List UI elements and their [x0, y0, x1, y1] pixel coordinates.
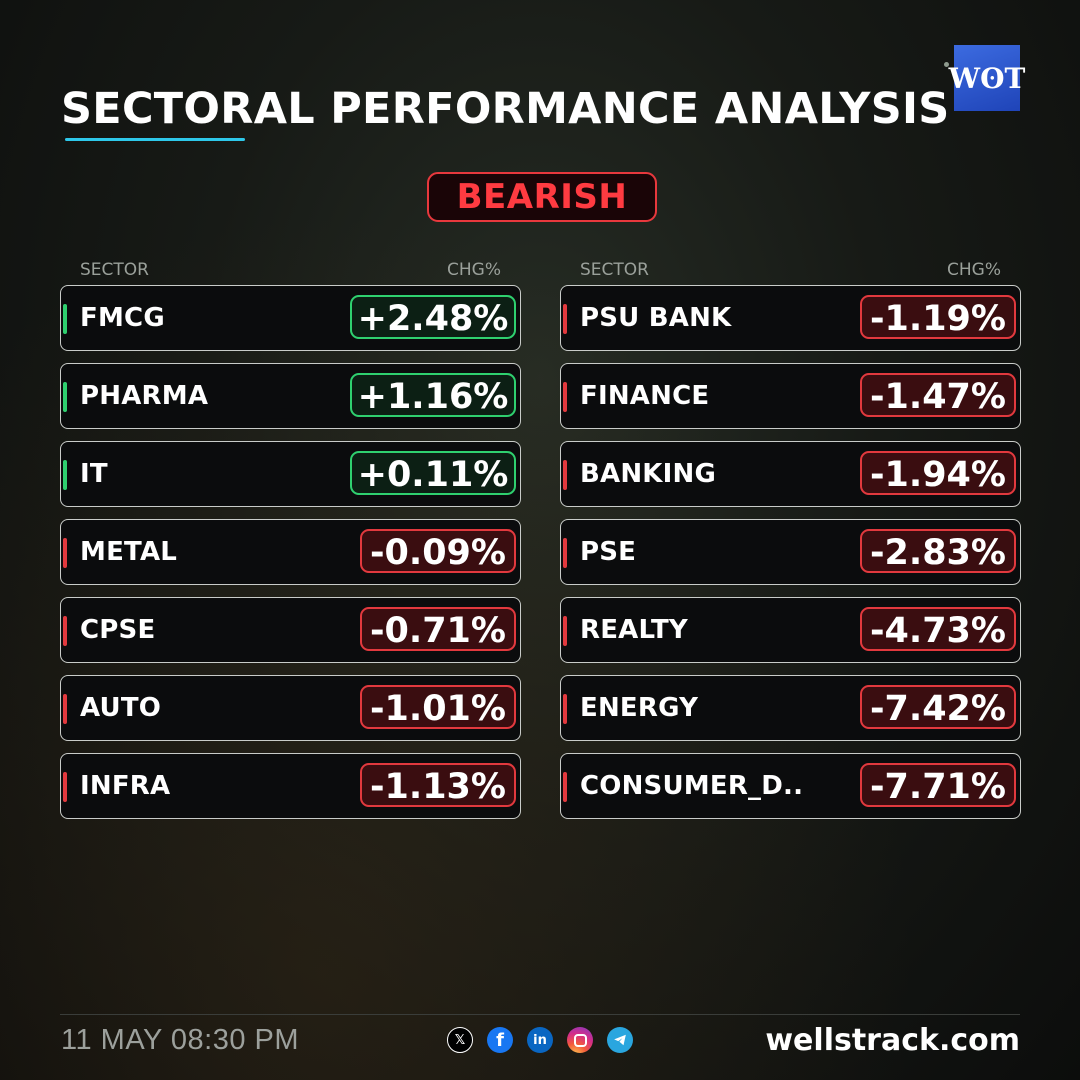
report-datetime: 11 MAY 08:30 PM — [61, 1024, 300, 1056]
trend-indicator-bar — [63, 304, 67, 334]
sector-name: REALTY — [580, 615, 688, 645]
sector-name: FMCG — [80, 303, 165, 333]
sector-change-badge: -1.19% — [860, 295, 1016, 339]
instagram-icon[interactable] — [567, 1027, 593, 1053]
social-links: 𝕏 f in — [447, 1027, 633, 1053]
sector-row: PSE -2.83% — [560, 519, 1021, 585]
right-sector-list: PSU BANK -1.19% FINANCE -1.47% BANKING -1.94%… — [560, 285, 1021, 819]
sector-name: ENERGY — [580, 693, 699, 723]
change-header-label: CHG% — [947, 260, 1001, 280]
page-title: SECTORAL PERFORMANCE ANALYSIS — [61, 84, 950, 134]
sector-row: CPSE -0.71% — [60, 597, 521, 663]
sector-change-badge: -7.71% — [860, 763, 1016, 807]
sector-row: INFRA -1.13% — [60, 753, 521, 819]
trend-indicator-bar — [63, 382, 67, 412]
sector-header-label: SECTOR — [80, 260, 149, 280]
sector-name: METAL — [80, 537, 178, 567]
sector-change-badge: +0.11% — [350, 451, 516, 495]
sector-change-badge: -1.13% — [360, 763, 516, 807]
sector-change-badge: -2.83% — [860, 529, 1016, 573]
trend-indicator-bar — [563, 460, 567, 490]
sector-change-badge: +2.48% — [350, 295, 516, 339]
decorative-dot — [944, 62, 949, 67]
sector-name: CONSUMER_D.. — [580, 771, 804, 801]
telegram-icon[interactable] — [607, 1027, 633, 1053]
sector-name: CPSE — [80, 615, 156, 645]
sector-change-badge: -0.09% — [360, 529, 516, 573]
trend-indicator-bar — [563, 694, 567, 724]
market-sentiment-badge: BEARISH — [427, 172, 657, 222]
logo-text: WʘT — [948, 61, 1026, 95]
sector-name: AUTO — [80, 693, 162, 723]
trend-indicator-bar — [63, 616, 67, 646]
sector-header-label: SECTOR — [580, 260, 649, 280]
linkedin-icon[interactable]: in — [527, 1027, 553, 1053]
title-underline — [65, 138, 245, 141]
left-column-header: SECTOR CHG% — [60, 258, 521, 282]
trend-indicator-bar — [63, 694, 67, 724]
right-column-header: SECTOR CHG% — [560, 258, 1021, 282]
trend-indicator-bar — [63, 538, 67, 568]
sector-row: ENERGY -7.42% — [560, 675, 1021, 741]
sector-row: BANKING -1.94% — [560, 441, 1021, 507]
sector-row: PSU BANK -1.19% — [560, 285, 1021, 351]
sector-name: PHARMA — [80, 381, 209, 411]
sector-row: FINANCE -1.47% — [560, 363, 1021, 429]
sector-name: PSU BANK — [580, 303, 732, 333]
sector-name: FINANCE — [580, 381, 710, 411]
sector-change-badge: -1.94% — [860, 451, 1016, 495]
right-sector-column: SECTOR CHG% PSU BANK -1.19% FINANCE -1.47% B… — [560, 258, 1021, 831]
sector-change-badge: -1.01% — [360, 685, 516, 729]
trend-indicator-bar — [563, 304, 567, 334]
sector-change-badge: -1.47% — [860, 373, 1016, 417]
sector-name: IT — [80, 459, 108, 489]
sector-name: PSE — [580, 537, 637, 567]
sector-row: IT +0.11% — [60, 441, 521, 507]
facebook-icon[interactable]: f — [487, 1027, 513, 1053]
trend-indicator-bar — [63, 772, 67, 802]
left-sector-column: SECTOR CHG% FMCG +2.48% PHARMA +1.16% IT +0.1… — [60, 258, 521, 831]
sector-row: FMCG +2.48% — [60, 285, 521, 351]
trend-indicator-bar — [563, 538, 567, 568]
change-header-label: CHG% — [447, 260, 501, 280]
trend-indicator-bar — [563, 616, 567, 646]
trend-indicator-bar — [563, 772, 567, 802]
sector-row: METAL -0.09% — [60, 519, 521, 585]
sector-change-badge: -0.71% — [360, 607, 516, 651]
sector-row: AUTO -1.01% — [60, 675, 521, 741]
sector-row: PHARMA +1.16% — [60, 363, 521, 429]
trend-indicator-bar — [63, 460, 67, 490]
sector-row: CONSUMER_D.. -7.71% — [560, 753, 1021, 819]
x-icon[interactable]: 𝕏 — [447, 1027, 473, 1053]
sector-change-badge: -4.73% — [860, 607, 1016, 651]
wellstrack-logo: WʘT — [949, 45, 1025, 111]
website-link[interactable]: wellstrack.com — [765, 1023, 1020, 1058]
footer-divider — [60, 1014, 1020, 1015]
sector-name: INFRA — [80, 771, 171, 801]
trend-indicator-bar — [563, 382, 567, 412]
sector-row: REALTY -4.73% — [560, 597, 1021, 663]
left-sector-list: FMCG +2.48% PHARMA +1.16% IT +0.11% METAL -0.09… — [60, 285, 521, 819]
sector-change-badge: +1.16% — [350, 373, 516, 417]
sector-change-badge: -7.42% — [860, 685, 1016, 729]
sector-name: BANKING — [580, 459, 717, 489]
